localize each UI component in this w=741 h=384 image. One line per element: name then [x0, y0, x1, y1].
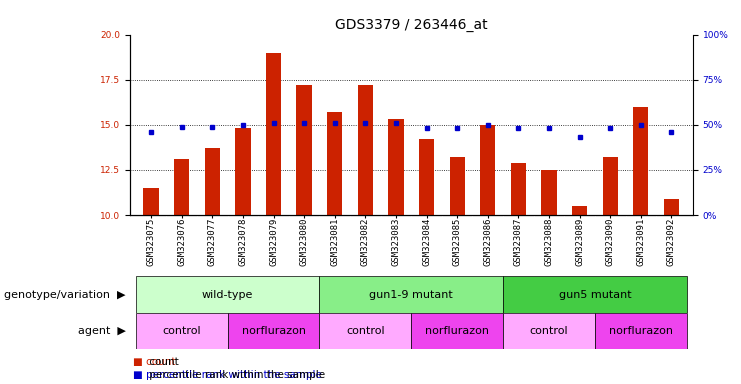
Text: GSM323091: GSM323091 — [637, 218, 645, 266]
Text: GSM323077: GSM323077 — [207, 218, 217, 266]
Text: GSM323089: GSM323089 — [575, 218, 584, 266]
Bar — [602, 157, 618, 215]
Text: GSM323083: GSM323083 — [391, 218, 400, 266]
Bar — [327, 112, 342, 215]
Text: GSM323082: GSM323082 — [361, 218, 370, 266]
Bar — [480, 125, 496, 215]
Text: GSM323084: GSM323084 — [422, 218, 431, 266]
Text: percentile rank within the sample: percentile rank within the sample — [146, 370, 325, 381]
Text: agent  ▶: agent ▶ — [78, 326, 126, 336]
Bar — [419, 139, 434, 215]
Text: ■ count: ■ count — [133, 356, 176, 367]
Bar — [411, 313, 503, 349]
Bar — [633, 107, 648, 215]
Text: GSM323079: GSM323079 — [269, 218, 278, 266]
Text: count: count — [146, 356, 179, 367]
Text: GSM323076: GSM323076 — [177, 218, 186, 266]
Text: GSM323081: GSM323081 — [330, 218, 339, 266]
Text: control: control — [530, 326, 568, 336]
Text: GSM323088: GSM323088 — [545, 218, 554, 266]
Bar — [144, 188, 159, 215]
Bar — [319, 313, 411, 349]
Text: gun1-9 mutant: gun1-9 mutant — [369, 290, 453, 300]
Bar — [503, 313, 595, 349]
Text: genotype/variation  ▶: genotype/variation ▶ — [4, 290, 126, 300]
Title: GDS3379 / 263446_at: GDS3379 / 263446_at — [335, 18, 488, 32]
Bar — [266, 53, 281, 215]
Text: GSM323078: GSM323078 — [239, 218, 247, 266]
Text: GSM323087: GSM323087 — [514, 218, 523, 266]
Bar — [319, 276, 503, 313]
Bar — [227, 313, 319, 349]
Bar — [174, 159, 190, 215]
Bar — [511, 163, 526, 215]
Text: control: control — [162, 326, 201, 336]
Bar — [542, 170, 556, 215]
Text: wild-type: wild-type — [202, 290, 253, 300]
Text: gun5 mutant: gun5 mutant — [559, 290, 631, 300]
Text: GSM323075: GSM323075 — [147, 218, 156, 266]
Text: GSM323080: GSM323080 — [299, 218, 309, 266]
Text: GSM323090: GSM323090 — [605, 218, 615, 266]
Text: GSM323092: GSM323092 — [667, 218, 676, 266]
Bar — [236, 128, 250, 215]
Bar — [388, 119, 404, 215]
Bar — [136, 313, 227, 349]
Bar — [664, 199, 679, 215]
Text: GSM323085: GSM323085 — [453, 218, 462, 266]
Text: ■ percentile rank within the sample: ■ percentile rank within the sample — [133, 370, 322, 381]
Bar — [205, 148, 220, 215]
Bar — [136, 276, 319, 313]
Bar — [572, 206, 588, 215]
Text: norflurazon: norflurazon — [425, 326, 489, 336]
Bar — [296, 85, 312, 215]
Bar — [503, 276, 687, 313]
Text: norflurazon: norflurazon — [609, 326, 673, 336]
Text: control: control — [346, 326, 385, 336]
Bar — [595, 313, 687, 349]
Text: GSM323086: GSM323086 — [483, 218, 492, 266]
Bar — [450, 157, 465, 215]
Text: norflurazon: norflurazon — [242, 326, 305, 336]
Bar — [358, 85, 373, 215]
